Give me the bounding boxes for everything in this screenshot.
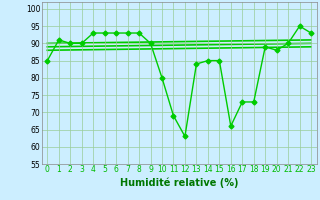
X-axis label: Humidité relative (%): Humidité relative (%) [120, 177, 238, 188]
